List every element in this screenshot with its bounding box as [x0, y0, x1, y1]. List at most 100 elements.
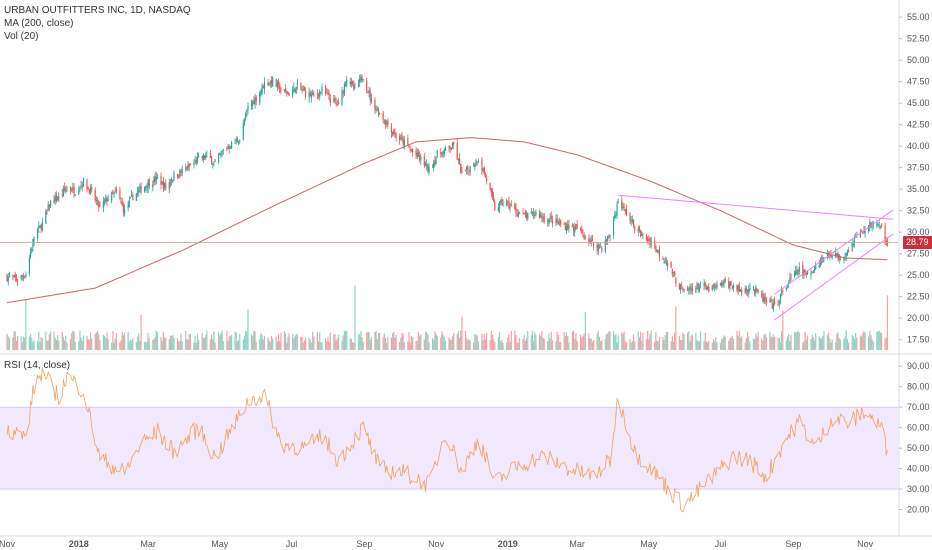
- candle-body: [582, 234, 584, 236]
- candle-body: [779, 294, 782, 301]
- candle-body: [96, 200, 99, 201]
- volume-bar: [131, 340, 133, 350]
- volume-bar: [31, 338, 33, 350]
- volume-bar: [482, 340, 484, 350]
- candle-body: [741, 290, 743, 294]
- candle-body: [17, 280, 19, 282]
- candle-body: [243, 120, 246, 125]
- volume-bar: [779, 342, 782, 350]
- volume-bar: [460, 330, 462, 350]
- candle-body: [689, 287, 691, 291]
- candle-body: [362, 79, 364, 81]
- candle-body: [574, 225, 576, 233]
- candle-body: [386, 122, 388, 125]
- candle-body: [656, 250, 658, 253]
- volume-bar: [764, 333, 766, 350]
- volume-bar: [531, 330, 534, 350]
- volume-bar: [543, 339, 545, 350]
- volume-bar: [186, 339, 188, 350]
- candle-body: [333, 98, 335, 102]
- candle-body: [31, 248, 33, 252]
- candle-body: [329, 99, 331, 103]
- candle-body: [359, 78, 361, 83]
- volume-bar: [508, 333, 510, 350]
- candle-body: [431, 167, 434, 168]
- candle-body: [639, 229, 642, 237]
- volume-bar: [880, 332, 883, 350]
- volume-bar: [716, 342, 718, 350]
- volume-bar: [870, 335, 872, 350]
- volume-bar: [263, 335, 266, 350]
- time-tick-label: Mar: [569, 539, 585, 549]
- volume-bar: [285, 333, 287, 350]
- candle-body: [143, 187, 146, 193]
- volume-bar: [122, 334, 125, 350]
- volume-bar: [341, 340, 343, 350]
- volume-bar: [828, 332, 830, 350]
- candle-body: [336, 104, 338, 106]
- candle-body: [360, 77, 362, 81]
- candle-body: [203, 155, 206, 159]
- volume-bar: [863, 331, 865, 350]
- candle-body: [210, 156, 213, 164]
- candle-body: [556, 218, 558, 224]
- volume-bar: [407, 341, 409, 350]
- volume-bar: [442, 334, 444, 350]
- volume-bar: [777, 337, 779, 350]
- trendline: [774, 233, 894, 321]
- candle-body: [171, 180, 173, 183]
- candle-body: [859, 231, 861, 238]
- candle-body: [154, 175, 156, 182]
- candle-body: [648, 238, 650, 240]
- candle-body: [165, 183, 167, 189]
- candle-body: [662, 258, 664, 260]
- candle-body: [647, 238, 649, 241]
- candle-body: [369, 90, 371, 101]
- volume-bar: [474, 333, 476, 350]
- volume-bar: [178, 341, 180, 350]
- volume-bar: [161, 340, 163, 350]
- candle-body: [475, 159, 477, 166]
- candle-body: [86, 179, 88, 190]
- candle-body: [7, 276, 9, 282]
- candle-body: [245, 113, 247, 120]
- candle-body: [514, 203, 516, 209]
- candle-body: [122, 204, 125, 213]
- candle-body: [367, 92, 369, 93]
- volume-bar: [312, 331, 314, 350]
- candle-body: [379, 113, 381, 115]
- candle-body: [451, 142, 454, 146]
- candle-body: [111, 192, 113, 202]
- volume-bar: [665, 331, 668, 350]
- candle-body: [394, 132, 396, 134]
- volume-bar: [822, 336, 824, 350]
- candle-body: [489, 183, 491, 190]
- volume-bar: [6, 333, 8, 350]
- volume-bar: [71, 333, 73, 350]
- candle-body: [663, 261, 665, 263]
- volume-bar: [464, 330, 467, 350]
- candle-body: [880, 223, 883, 227]
- volume-bar: [805, 339, 807, 350]
- candle-body: [309, 92, 311, 97]
- volume-bar: [671, 336, 673, 350]
- candle-body: [72, 187, 74, 190]
- volume-bar: [98, 334, 100, 350]
- volume-bar: [773, 336, 776, 350]
- candle-body: [848, 250, 850, 252]
- volume-bar: [609, 331, 611, 350]
- volume-bar: [313, 336, 315, 350]
- volume-bar: [129, 339, 132, 350]
- candle-body: [20, 275, 22, 280]
- rsi-tick-label: 60.00: [907, 423, 930, 433]
- volume-bar: [468, 339, 470, 350]
- candle-body: [509, 206, 511, 209]
- volume-bar: [29, 334, 32, 350]
- candle-body: [645, 235, 648, 240]
- candle-body: [213, 161, 215, 163]
- candle-body: [641, 233, 643, 236]
- candle-body: [687, 288, 689, 291]
- candle-body: [551, 220, 554, 224]
- volume-bar: [714, 341, 716, 350]
